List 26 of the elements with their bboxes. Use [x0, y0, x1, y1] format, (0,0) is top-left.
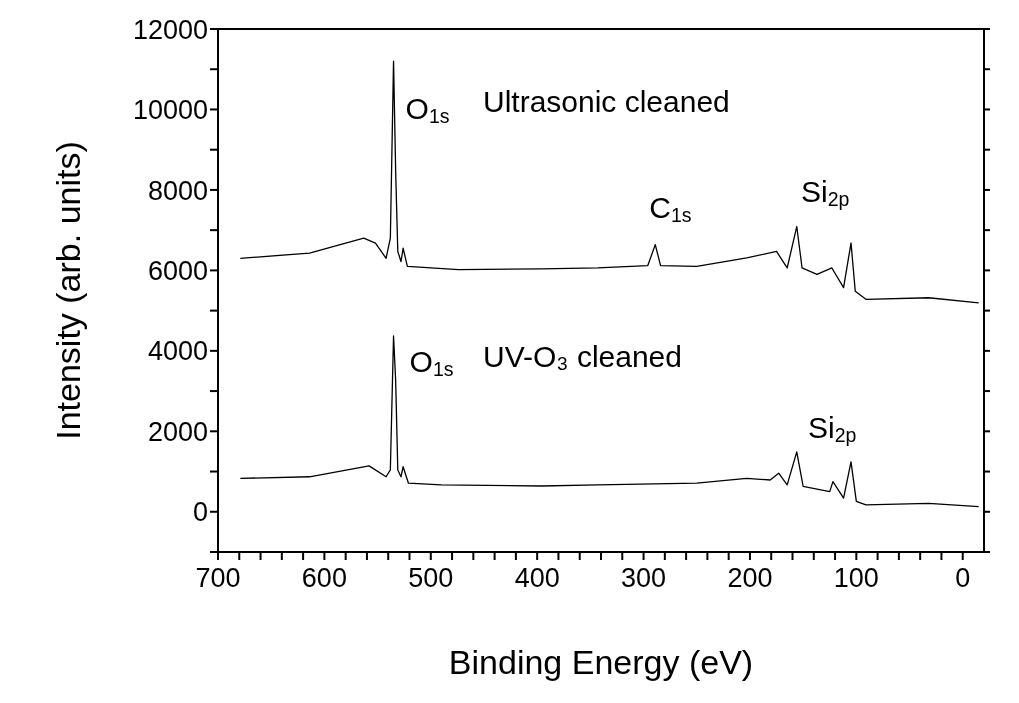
annotation: UV-O₃ cleaned [483, 339, 682, 375]
x-axis-title: Binding Energy (eV) [448, 643, 754, 681]
y-tick-label: 2000 [147, 416, 208, 447]
x-tick-label: 500 [408, 563, 454, 594]
line-series [239, 335, 980, 508]
annotation: O$_{1s}$ [405, 91, 450, 128]
x-tick-label: 100 [833, 563, 879, 594]
x-tick-label: 600 [301, 563, 347, 594]
y-tick-label: 0 [192, 497, 208, 528]
x-tick-label: 300 [621, 563, 667, 594]
y-tick-label: 8000 [147, 175, 208, 206]
x-tick-label: 200 [727, 563, 773, 594]
y-tick-label: 6000 [147, 255, 208, 286]
annotation: Si$_{2p}$ [808, 410, 857, 446]
y-tick-label: 10000 [132, 95, 208, 126]
x-tick-label: 0 [955, 563, 971, 594]
y-tick-label: 12000 [132, 14, 208, 45]
x-tick-label: 400 [514, 563, 560, 594]
annotation: Ultrasonic cleaned [483, 84, 730, 120]
y-axis-title: Intensity (arb. units) [49, 141, 88, 440]
y-tick-label: 4000 [147, 336, 208, 367]
annotation: O$_{1s}$ [409, 344, 454, 380]
line-series [239, 60, 980, 304]
annotation: C$_{1s}$ [649, 190, 692, 226]
x-tick-label: 700 [195, 563, 241, 594]
annotation: Si$_{2p}$ [801, 174, 850, 211]
